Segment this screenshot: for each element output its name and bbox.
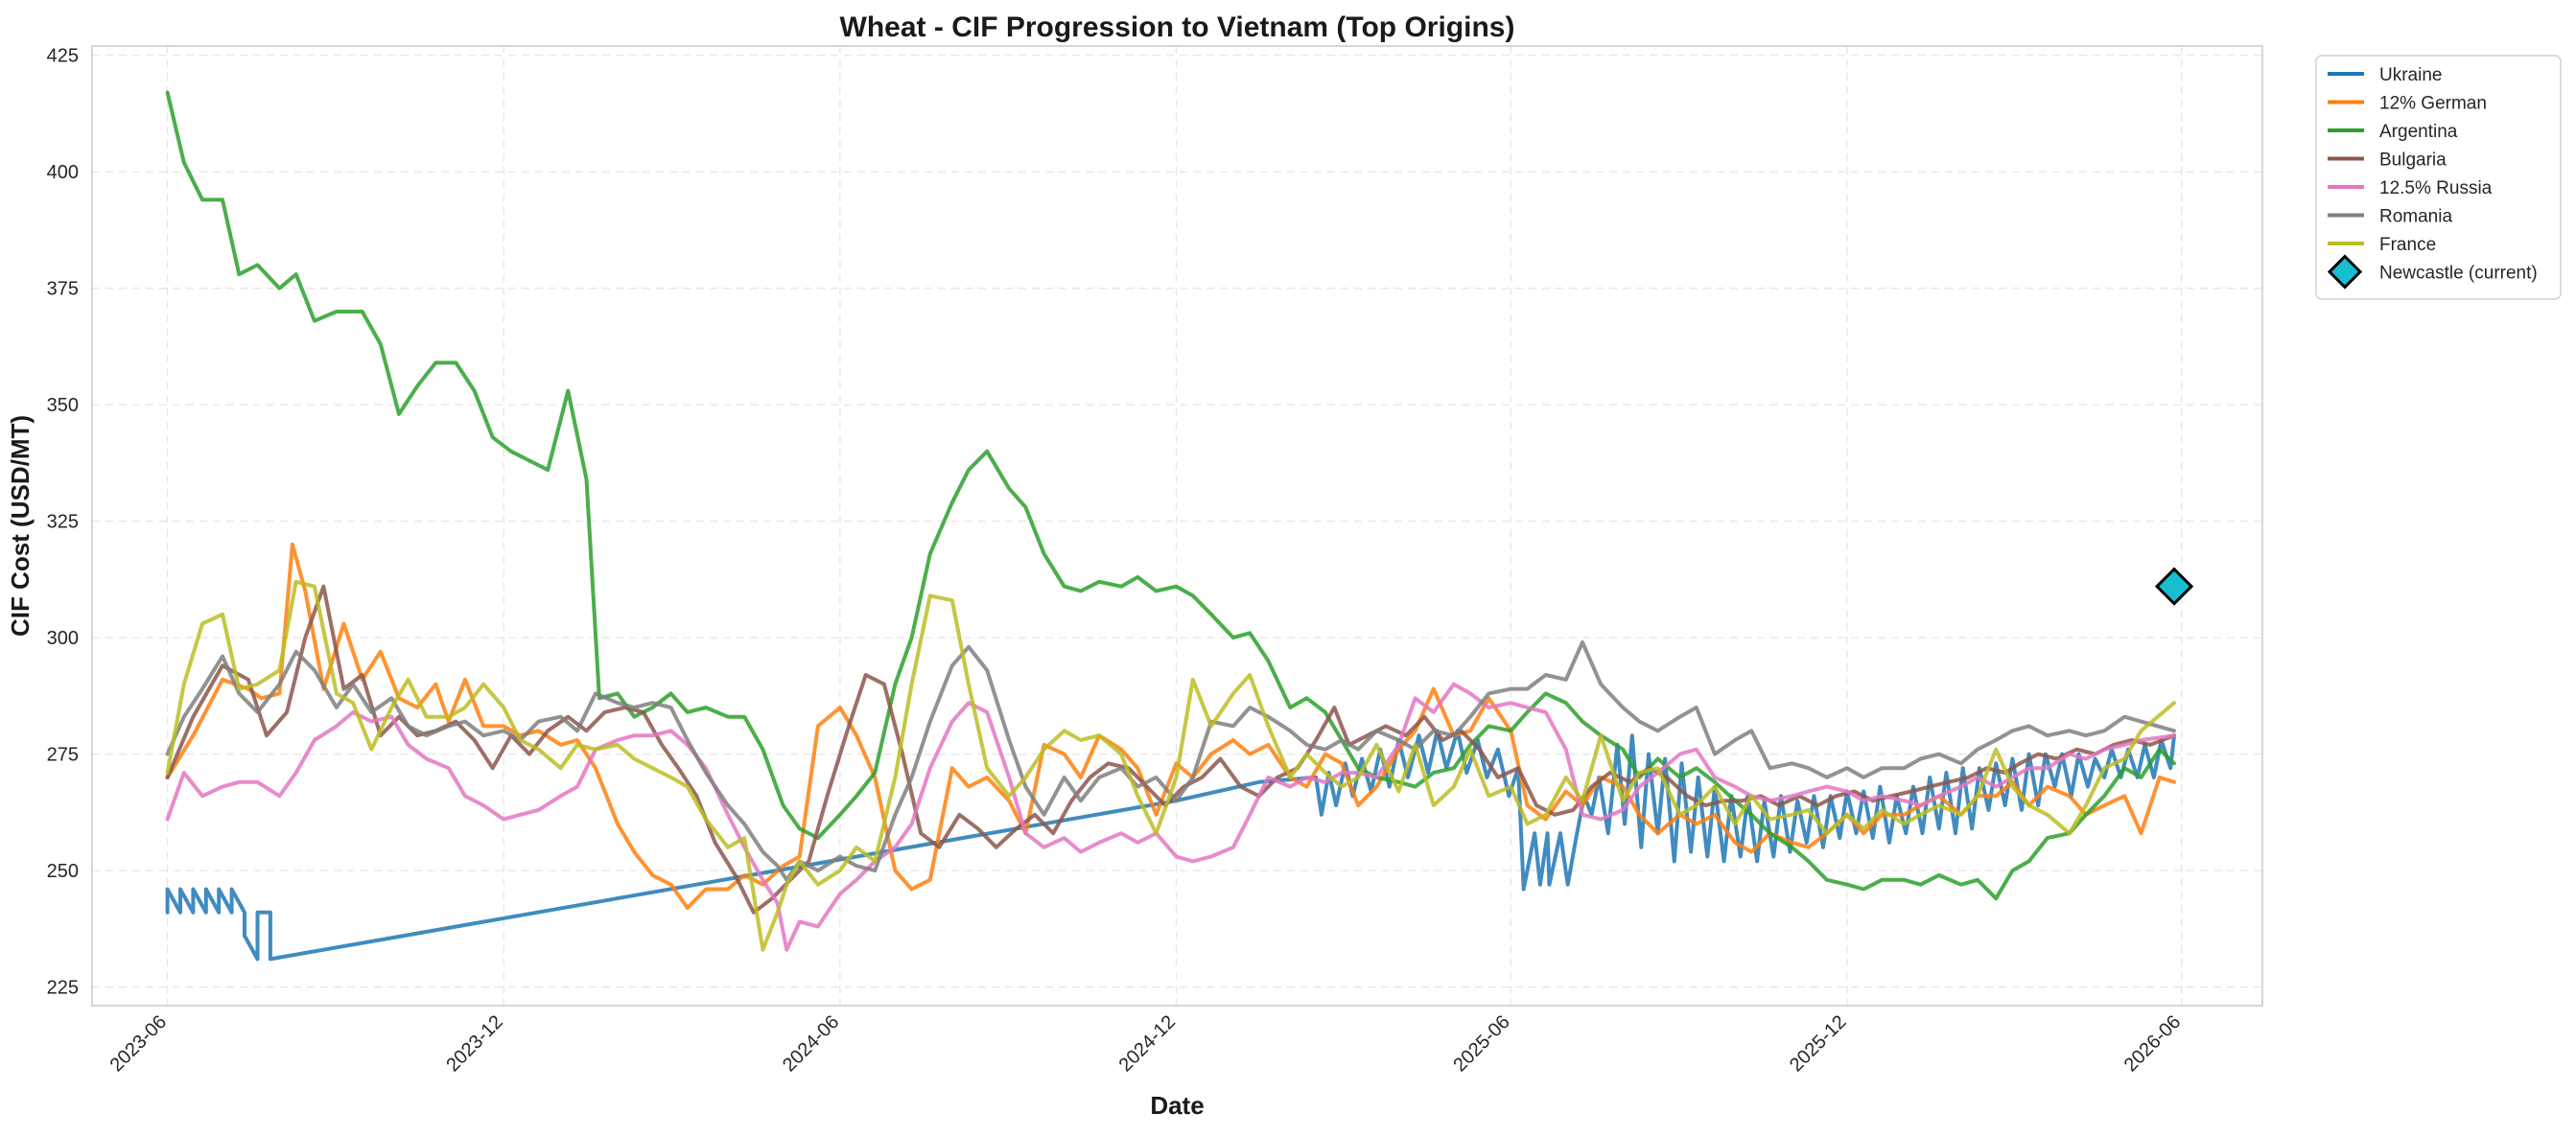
- y-tick-label: 225: [47, 978, 79, 999]
- plot-area-frame: [91, 45, 2263, 1007]
- y-axis-label: CIF Cost (USD/MT): [6, 415, 35, 637]
- legend-label-12-5-russia: 12.5% Russia: [2379, 178, 2493, 198]
- series-line-romania: [165, 640, 2176, 882]
- chart-title: Wheat - CIF Progression to Vietnam (Top …: [840, 12, 1515, 43]
- legend-label-bulgaria: Bulgaria: [2379, 151, 2447, 171]
- legend: Ukraine 12% German Argentina Bulgaria 12.5% …: [2315, 55, 2562, 300]
- legend-label-12-german: 12% German: [2379, 94, 2487, 114]
- series-line-france: [165, 579, 2176, 952]
- legend-swatch-newcastle-current: [2327, 254, 2363, 290]
- series-lines: [165, 90, 2194, 962]
- legend-label-romania: Romania: [2379, 207, 2452, 227]
- y-tick-label: 300: [47, 628, 79, 649]
- y-tick-label: 275: [47, 745, 79, 766]
- legend-box: [2315, 55, 2562, 300]
- newcastle-current-marker: [2154, 567, 2194, 606]
- series-line-argentina: [165, 90, 2176, 901]
- legend-label-argentina: Argentina: [2379, 122, 2458, 142]
- legend-label-france: France: [2379, 235, 2436, 255]
- y-tick-label: 325: [47, 512, 79, 533]
- legend-label-newcastle-current: Newcastle (current): [2379, 264, 2538, 284]
- y-tick-label: 425: [47, 46, 79, 67]
- series-line-bulgaria: [165, 584, 2176, 915]
- y-tick-label: 375: [47, 279, 79, 300]
- y-tick-label: 350: [47, 395, 79, 416]
- y-tick-label: 400: [47, 162, 79, 183]
- x-axis-label: Date: [1150, 1091, 1204, 1120]
- y-tick-label: 250: [47, 861, 79, 882]
- legend-label-ukraine: Ukraine: [2379, 65, 2442, 85]
